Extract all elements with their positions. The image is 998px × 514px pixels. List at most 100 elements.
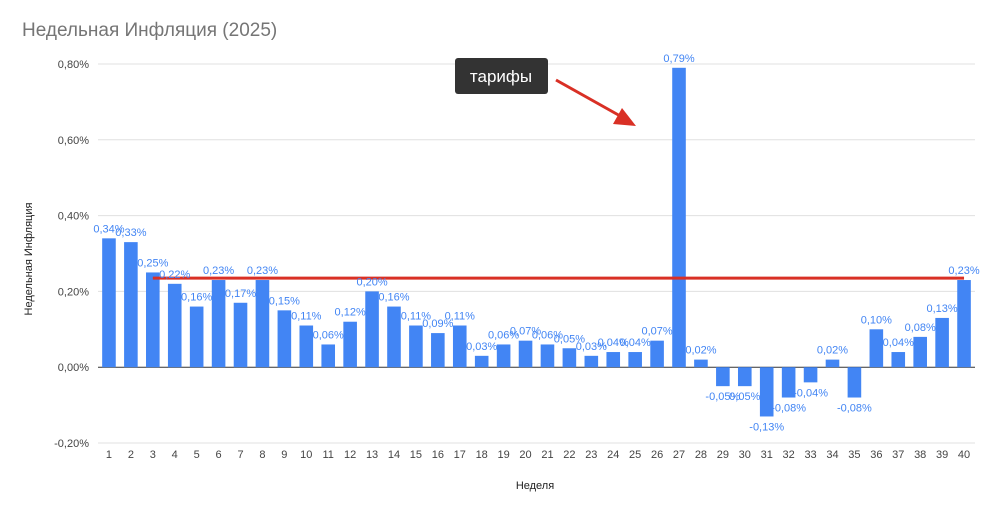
bar: [343, 321, 357, 368]
annotation-group: тарифы: [455, 58, 636, 126]
bars: [102, 67, 971, 417]
bar: [233, 302, 248, 368]
y-axis-title: Недельная Инфляция: [23, 203, 35, 316]
data-label: 0,20%: [356, 276, 387, 288]
data-labels: 0,34%0,33% 0,25%0,22% 0,16% 0,23% 0,17% 0,23%…: [93, 53, 979, 434]
data-label: 0,34%: [93, 223, 124, 235]
x-tick-label: 16: [432, 449, 444, 461]
x-tick-label: 20: [519, 449, 531, 461]
x-tick-label: 27: [673, 449, 685, 461]
bar: [913, 336, 927, 368]
data-label: 0,79%: [663, 53, 694, 65]
x-tick-label: 14: [388, 449, 400, 461]
x-tick-label: 25: [629, 449, 641, 461]
bar: [124, 242, 138, 368]
x-axis-title: Неделя: [516, 480, 554, 492]
x-tick-label: 35: [848, 449, 860, 461]
x-tick-label: 2: [128, 449, 134, 461]
x-tick-label: 38: [914, 449, 926, 461]
x-tick-label: 1: [106, 449, 112, 461]
annotation-arrowhead: [613, 108, 636, 126]
x-tick-label: 15: [410, 449, 422, 461]
bar: [211, 280, 226, 368]
x-tick-label: 34: [826, 449, 838, 461]
y-axis-ticks: -0,20% 0,00% 0,20% 0,40% 0,60% 0,80%: [54, 59, 89, 450]
data-label: -0,08%: [837, 403, 872, 415]
data-label: 0,25%: [137, 257, 168, 269]
x-axis-ticks: 1 2 3 4 5 6 7 8 9 10 11 12 13 14 15 16 17 18 19 20 21 22 23 24 2…: [106, 449, 970, 461]
annotation-text: тарифы: [470, 67, 532, 86]
bar: [737, 367, 752, 387]
data-label: 0,11%: [291, 311, 322, 323]
bar: [189, 306, 204, 368]
x-tick-label: 4: [172, 449, 178, 461]
gridlines: [98, 63, 975, 444]
bar: [102, 238, 116, 368]
data-label: 0,09%: [422, 318, 453, 330]
bar: [716, 367, 730, 387]
data-label: 0,17%: [225, 288, 256, 300]
data-label: 0,33%: [115, 227, 146, 239]
bar: [825, 359, 840, 368]
bar: [672, 67, 686, 368]
x-tick-label: 19: [497, 449, 509, 461]
bar: [277, 310, 292, 368]
bar: [431, 333, 445, 368]
data-label: -0,13%: [749, 421, 784, 433]
x-tick-label: 29: [717, 449, 729, 461]
bar: [935, 317, 949, 368]
x-tick-label: 26: [651, 449, 663, 461]
bar: [957, 280, 971, 368]
x-tick-label: 10: [300, 449, 312, 461]
data-label: 0,04%: [883, 337, 914, 349]
data-label: 0,07%: [510, 326, 541, 338]
x-tick-label: 39: [936, 449, 948, 461]
bar: [409, 325, 423, 368]
x-tick-label: 22: [563, 449, 575, 461]
x-tick-label: 32: [783, 449, 795, 461]
bar: [869, 329, 884, 368]
y-tick-label: 0,60%: [58, 135, 89, 147]
annotation-box: [455, 58, 548, 94]
x-tick-label: 31: [761, 449, 773, 461]
data-label: 0,16%: [378, 292, 409, 304]
bar: [540, 344, 555, 368]
x-tick-label: 28: [695, 449, 707, 461]
data-label: 0,05%: [729, 391, 760, 403]
bar: [650, 340, 664, 368]
bar: [606, 352, 621, 368]
x-tick-label: 8: [259, 449, 265, 461]
data-label: 0,13%: [927, 303, 958, 315]
x-tick-label: 13: [366, 449, 378, 461]
chart-title: Недельная Инфляция (2025): [22, 20, 278, 41]
data-label: 0,23%: [247, 265, 278, 277]
y-tick-label: 0,80%: [58, 59, 89, 71]
x-tick-label: 24: [607, 449, 619, 461]
data-label: 0,23%: [948, 265, 979, 277]
data-label: 0,04%: [620, 337, 651, 349]
data-label: 0,02%: [817, 345, 848, 357]
bar: [847, 367, 862, 398]
x-tick-label: 3: [150, 449, 156, 461]
bar: [628, 352, 642, 368]
bar: [299, 325, 314, 368]
data-label: 0,08%: [905, 322, 936, 334]
data-label: -0,04%: [793, 387, 828, 399]
bar: [146, 272, 160, 368]
data-label: -0,05%: [705, 391, 740, 403]
x-tick-label: 36: [870, 449, 882, 461]
x-tick-label: 6: [216, 449, 222, 461]
bar: [496, 344, 511, 368]
data-label: 0,06%: [532, 329, 563, 341]
annotation-arrow: [555, 78, 623, 119]
x-tick-label: 17: [454, 449, 466, 461]
bar: [452, 325, 467, 368]
data-label: 0,11%: [445, 311, 476, 323]
y-tick-label: 0,40%: [58, 211, 89, 223]
data-label: 0,03%: [466, 341, 497, 353]
data-label: 0,11%: [401, 311, 432, 323]
x-tick-label: 9: [281, 449, 287, 461]
y-tick-label: 0,20%: [58, 286, 89, 298]
bar: [167, 283, 182, 368]
x-tick-label: 7: [237, 449, 243, 461]
